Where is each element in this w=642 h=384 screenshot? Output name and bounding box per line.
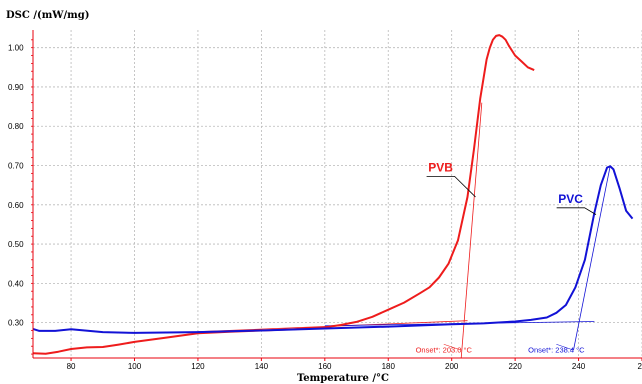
onset-label: Onset*: 203.0 °C — [416, 345, 473, 354]
onset-leader-line — [443, 343, 462, 351]
label-leader-line — [426, 175, 476, 198]
y-tick-label: 0.90 — [8, 83, 24, 92]
annotations: PVB PVC Onset*: 203.0 °C Onset*: 238.4 °C — [416, 160, 597, 354]
y-tick-label: 0.70 — [8, 162, 24, 171]
tangent-pvc — [573, 165, 611, 351]
x-tick-label: 100 — [128, 362, 142, 371]
series-label-pvb: PVB — [428, 160, 453, 174]
x-tick-label: 120 — [191, 362, 205, 371]
x-tick-label: 26 — [638, 362, 642, 371]
y-tick-label: 1.00 — [8, 44, 24, 53]
label-leader-line — [556, 207, 597, 215]
grid-lines — [33, 30, 642, 358]
x-tick-label: 180 — [382, 362, 396, 371]
tangent-lines — [460, 102, 611, 359]
tangent-pvb — [460, 102, 483, 359]
y-tick-label: 0.50 — [8, 240, 24, 249]
series-line-pvc — [32, 165, 634, 334]
onset-leader-line — [556, 343, 574, 351]
x-tick-label: 240 — [572, 362, 586, 371]
y-tick-label: 0.30 — [8, 319, 24, 328]
x-tick-label: 200 — [445, 362, 459, 371]
y-tick-label: 0.60 — [8, 201, 24, 210]
y-axis-title: DSC /(mW/mg) — [6, 10, 90, 21]
tick-labels: 80 100 120 140 160 180 200 220 240 26 0.30 0.40 0.50… — [8, 44, 642, 371]
x-tick-label: 80 — [67, 362, 76, 371]
series-line-pvb — [32, 34, 535, 355]
x-axis-title: Temperature /°C — [297, 373, 389, 384]
x-tick-label: 140 — [255, 362, 269, 371]
y-tick-label: 0.80 — [8, 122, 24, 131]
series-lines — [32, 34, 634, 355]
series-label-pvc: PVC — [558, 192, 583, 206]
y-tick-label: 0.40 — [8, 279, 24, 288]
axes — [31, 30, 642, 361]
onset-label: Onset*: 238.4 °C — [528, 345, 585, 354]
x-tick-label: 160 — [318, 362, 332, 371]
x-tick-label: 220 — [508, 362, 522, 371]
